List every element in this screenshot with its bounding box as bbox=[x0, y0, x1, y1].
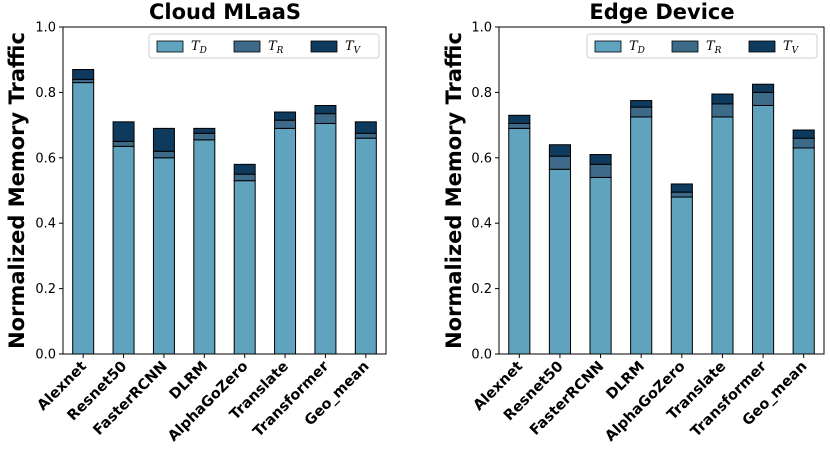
bar-T_R-FasterRCNN bbox=[589, 163, 612, 178]
legend-label-subscript: D bbox=[637, 46, 645, 56]
chart-panel-edge: Edge Device Normalized Memory Traffic 0.0 0… bbox=[442, 0, 825, 445]
y-tick-label: 1.0 bbox=[35, 21, 56, 36]
bar-T_D-Resnet50 bbox=[112, 145, 135, 355]
bar-T_V-Transformer bbox=[314, 104, 337, 115]
bar-T_R-FasterRCNN bbox=[152, 150, 175, 159]
y-tick-label: 0.4 bbox=[35, 217, 56, 232]
bar-T_V-FasterRCNN bbox=[589, 154, 612, 165]
legend-label-base: T bbox=[629, 39, 639, 54]
bar-T_V-AlphaGoZero bbox=[670, 183, 693, 193]
legend-swatch-T_V bbox=[748, 40, 776, 53]
x-tick-label: FasterRCNN bbox=[91, 359, 171, 439]
axes-frame bbox=[498, 26, 825, 355]
legend-swatch-T_D bbox=[156, 40, 184, 53]
bar-T_R-Transformer bbox=[314, 113, 337, 124]
x-tick-label: FasterRCNN bbox=[527, 359, 607, 439]
y-tick-label: 0.0 bbox=[471, 348, 492, 363]
bar-T_V-Geo_mean bbox=[792, 129, 815, 139]
bar-T_R-Geo_mean bbox=[354, 132, 377, 139]
bar-T_V-Resnet50 bbox=[112, 121, 135, 142]
bar-T_R-Geo_mean bbox=[792, 137, 815, 149]
bar-T_R-Alexnet bbox=[508, 122, 531, 129]
y-tick-label: 0.2 bbox=[471, 282, 492, 297]
bar-T_V-Translate bbox=[711, 93, 734, 105]
y-axis-label: Normalized Memory Traffic bbox=[5, 32, 29, 349]
bar-T_V-AlphaGoZero bbox=[233, 163, 256, 175]
legend-label-subscript: R bbox=[276, 46, 284, 56]
chart-title: Edge Device bbox=[589, 0, 734, 24]
bar-T_R-AlphaGoZero bbox=[670, 191, 693, 198]
bar-T_D-Alexnet bbox=[72, 82, 95, 355]
legend-swatch-T_R bbox=[233, 40, 261, 53]
bar-T_R-Translate bbox=[711, 103, 734, 118]
bar-T_D-FasterRCNN bbox=[589, 176, 612, 355]
y-tick-label: 0.6 bbox=[35, 151, 56, 166]
legend-swatch-T_R bbox=[671, 40, 699, 53]
bar-T_V-Alexnet bbox=[72, 69, 95, 80]
legend-label-T_D: TD bbox=[191, 39, 207, 56]
bar-T_V-DLRM bbox=[630, 100, 653, 108]
legend-label-subscript: R bbox=[714, 46, 722, 56]
y-axis-label: Normalized Memory Traffic bbox=[442, 32, 466, 349]
legend-label-T_D: TD bbox=[629, 39, 645, 56]
legend-label-subscript: D bbox=[199, 46, 207, 56]
y-tick-label: 0.4 bbox=[471, 217, 492, 232]
legend-label-T_R: TR bbox=[706, 39, 722, 56]
bar-T_D-Resnet50 bbox=[548, 168, 571, 355]
bar-T_V-Translate bbox=[274, 111, 297, 121]
legend-label-base: T bbox=[345, 39, 355, 54]
legend-label-base: T bbox=[783, 39, 793, 54]
legend-label-T_V: TV bbox=[783, 39, 800, 56]
bar-T_R-DLRM bbox=[193, 132, 216, 141]
bar-T_R-Resnet50 bbox=[112, 140, 135, 147]
bar-T_D-DLRM bbox=[193, 139, 216, 355]
bar-T_D-Alexnet bbox=[508, 127, 531, 355]
legend-label-T_R: TR bbox=[268, 39, 284, 56]
bar-T_V-Geo_mean bbox=[354, 121, 377, 134]
chart-panel-cloud: Cloud MLaaS Normalized Memory Traffic 0.0 0… bbox=[5, 0, 387, 445]
bar-T_D-Translate bbox=[274, 127, 297, 355]
bar-T_D-Transformer bbox=[752, 104, 775, 355]
y-tick-label: 0.0 bbox=[35, 348, 56, 363]
bar-T_D-Geo_mean bbox=[354, 137, 377, 355]
legend-label-T_V: TV bbox=[345, 39, 362, 56]
y-tick-label: 1.0 bbox=[471, 21, 492, 36]
bar-T_R-DLRM bbox=[630, 106, 653, 118]
legend-label-base: T bbox=[268, 39, 278, 54]
y-tick-label: 0.6 bbox=[471, 151, 492, 166]
bar-T_D-Translate bbox=[711, 116, 734, 355]
bar-T_R-Resnet50 bbox=[548, 155, 571, 170]
bar-T_R-Transformer bbox=[752, 91, 775, 106]
bar-T_V-Transformer bbox=[752, 83, 775, 93]
bar-T_D-FasterRCNN bbox=[152, 157, 175, 355]
bar-T_D-AlphaGoZero bbox=[670, 196, 693, 355]
axes-frame bbox=[62, 26, 387, 355]
legend-label-subscript: V bbox=[354, 46, 362, 56]
bar-T_D-AlphaGoZero bbox=[233, 180, 256, 355]
bar-T_V-DLRM bbox=[193, 127, 216, 134]
bar-T_R-AlphaGoZero bbox=[233, 173, 256, 182]
y-tick-label: 0.8 bbox=[35, 86, 56, 101]
bar-T_D-DLRM bbox=[630, 116, 653, 355]
y-tick-label: 0.2 bbox=[35, 282, 56, 297]
bar-T_V-Alexnet bbox=[508, 114, 531, 124]
chart-title: Cloud MLaaS bbox=[149, 0, 301, 24]
bar-T_V-Resnet50 bbox=[548, 144, 571, 157]
legend-swatch-T_V bbox=[310, 40, 338, 53]
legend-label-base: T bbox=[191, 39, 201, 54]
legend-label-subscript: V bbox=[792, 46, 800, 56]
bar-T_D-Transformer bbox=[314, 122, 337, 355]
legend: TD TR TV bbox=[586, 33, 818, 59]
y-tick-label: 0.8 bbox=[471, 86, 492, 101]
bar-T_R-Translate bbox=[274, 119, 297, 129]
legend: TD TR TV bbox=[148, 33, 380, 59]
legend-swatch-T_D bbox=[594, 40, 622, 53]
legend-label-base: T bbox=[706, 39, 716, 54]
bar-T_D-Geo_mean bbox=[792, 147, 815, 355]
bar-T_V-FasterRCNN bbox=[152, 127, 175, 152]
